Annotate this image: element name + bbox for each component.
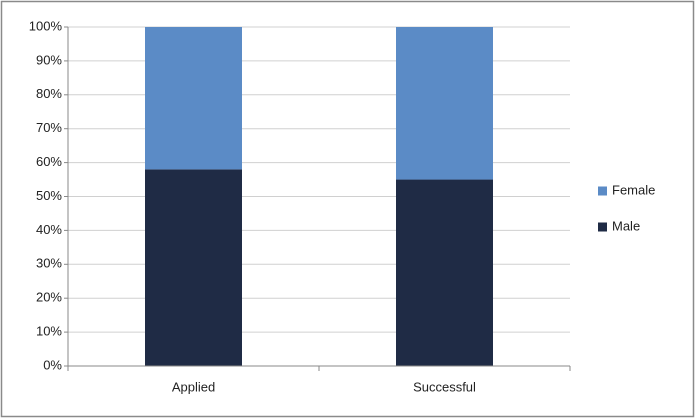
bar-segment	[396, 179, 493, 366]
y-tick-label: 100%	[29, 18, 63, 33]
y-tick-label: 60%	[36, 154, 62, 169]
y-tick-label: 0%	[43, 357, 62, 372]
legend-label: Female	[612, 182, 655, 197]
bar-segment	[145, 169, 242, 366]
legend-label: Male	[612, 218, 640, 233]
y-tick-label: 80%	[36, 86, 62, 101]
bar-segment	[145, 27, 242, 170]
y-tick-label: 90%	[36, 52, 62, 67]
y-tick-label: 40%	[36, 222, 62, 237]
x-tick-label: Successful	[413, 379, 476, 394]
bar-segment	[396, 27, 493, 180]
y-tick-label: 10%	[36, 324, 62, 339]
x-tick-label: Applied	[172, 379, 215, 394]
y-tick-label: 20%	[36, 290, 62, 305]
y-tick-label: 50%	[36, 188, 62, 203]
legend-swatch	[598, 186, 607, 196]
legend-swatch	[598, 222, 607, 232]
y-tick-label: 70%	[36, 120, 62, 135]
y-tick-label: 30%	[36, 256, 62, 271]
